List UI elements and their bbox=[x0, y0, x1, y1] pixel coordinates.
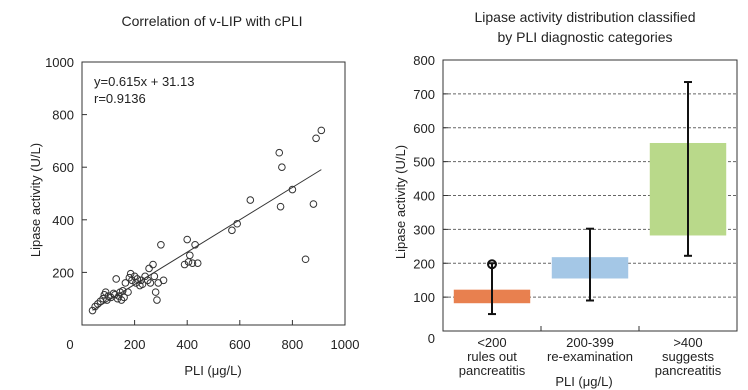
scatter-point bbox=[278, 163, 286, 171]
left-x-tick-label: 400 bbox=[176, 337, 198, 352]
category-label-line: pancreatitis bbox=[655, 363, 722, 378]
scatter-point bbox=[159, 276, 168, 285]
scatter-point bbox=[124, 288, 132, 296]
scatter-point bbox=[117, 296, 126, 304]
scatter-point bbox=[146, 279, 155, 287]
left-y-tick-label: 200 bbox=[52, 265, 74, 280]
left-chart-title: Correlation of v-LIP with cPLI bbox=[121, 13, 302, 29]
scatter-point bbox=[276, 202, 285, 211]
left-x-tick-label: 800 bbox=[282, 337, 304, 352]
right-y-tick-label: 100 bbox=[413, 290, 435, 305]
right-y-tick-label: 600 bbox=[413, 121, 435, 136]
left-y-tick-label: 600 bbox=[52, 160, 74, 175]
right-y-tick-label: 0 bbox=[428, 331, 435, 346]
scatter-point bbox=[121, 279, 130, 287]
left-y-tick-label: 800 bbox=[52, 108, 74, 123]
outlier-point bbox=[487, 259, 497, 270]
category-label-line: re-examination bbox=[547, 349, 633, 364]
right-y-axis-label: Lipase activity (U/L) bbox=[393, 145, 408, 259]
scatter-point bbox=[191, 240, 199, 249]
scatter-point bbox=[103, 296, 111, 304]
scatter-point bbox=[141, 272, 149, 281]
scatter-point bbox=[143, 276, 152, 285]
right-y-tick-label: 300 bbox=[413, 222, 435, 237]
right-chart-title-line-2: by PLI diagnostic categories bbox=[497, 29, 672, 45]
regression-line bbox=[92, 169, 322, 311]
left-x-tick-label: 200 bbox=[124, 337, 146, 352]
left-x-tick-label: 600 bbox=[229, 337, 251, 352]
scatter-point bbox=[312, 134, 320, 143]
right-x-axis-label: PLI (μg/L) bbox=[555, 374, 612, 389]
left-x-tick-label: 1000 bbox=[331, 337, 360, 352]
category-label-line: >400 bbox=[673, 335, 702, 350]
right-plot-frame bbox=[442, 59, 738, 332]
scatter-point bbox=[149, 260, 157, 269]
scatter-point bbox=[112, 275, 120, 283]
scatter-point bbox=[93, 300, 102, 308]
left-plot-frame bbox=[81, 61, 346, 326]
scatter-point bbox=[91, 302, 99, 311]
right-y-tick-label: 500 bbox=[413, 155, 435, 170]
scatter-point bbox=[145, 264, 153, 273]
left-regression-equation: y=0.615x + 31.13 bbox=[94, 74, 194, 89]
right-y-tick-label: 400 bbox=[413, 189, 435, 204]
scatter-point bbox=[228, 226, 236, 235]
scatter-point bbox=[309, 200, 318, 208]
scatter-point bbox=[115, 292, 123, 300]
category-label-line: rules out bbox=[467, 349, 517, 364]
left-correlation-coefficient: r=0.9136 bbox=[94, 91, 146, 106]
scatter-point bbox=[138, 280, 147, 289]
category-label-line: 200-399 bbox=[566, 335, 614, 350]
scatter-point bbox=[246, 196, 255, 204]
scatter-point bbox=[317, 126, 326, 135]
scatter-point bbox=[88, 306, 97, 315]
scatter-point bbox=[120, 293, 128, 302]
category-label-line: pancreatitis bbox=[459, 363, 526, 378]
scatter-point bbox=[301, 255, 310, 264]
scatter-point bbox=[193, 259, 202, 267]
scatter-point bbox=[153, 296, 161, 304]
scatter-point bbox=[157, 240, 165, 249]
scatter-point bbox=[180, 260, 189, 269]
scatter-point bbox=[128, 276, 136, 285]
left-scatter-plot: 0 200 400 600 800 1000 200 400 600 800 1000 bbox=[45, 55, 359, 352]
left-x-tick-label: 0 bbox=[66, 337, 73, 352]
right-y-tick-label: 800 bbox=[413, 53, 435, 68]
left-y-tick-label: 400 bbox=[52, 213, 74, 228]
left-x-axis-label: PLI (μg/L) bbox=[184, 363, 241, 378]
scatter-point bbox=[183, 235, 191, 244]
left-y-tick-label: 1000 bbox=[45, 55, 74, 70]
scatter-point bbox=[150, 272, 159, 281]
scatter-point bbox=[125, 273, 134, 282]
scatter-point bbox=[233, 219, 241, 228]
left-y-axis-label: Lipase activity (U/L) bbox=[28, 143, 43, 257]
category-label-line: <200 bbox=[477, 335, 506, 350]
right-chart-title-line-1: Lipase activity distribution classified bbox=[475, 9, 696, 25]
scatter-point bbox=[151, 288, 160, 296]
scatter-point bbox=[101, 288, 110, 296]
right-y-tick-label: 200 bbox=[413, 256, 435, 271]
scatter-point bbox=[288, 185, 297, 194]
scatter-point bbox=[275, 148, 284, 157]
scatter-point bbox=[186, 251, 194, 260]
right-y-tick-label: 700 bbox=[413, 87, 435, 102]
scatter-point bbox=[133, 275, 142, 283]
category-label-line: suggests bbox=[662, 349, 715, 364]
scatter-point bbox=[188, 259, 197, 267]
